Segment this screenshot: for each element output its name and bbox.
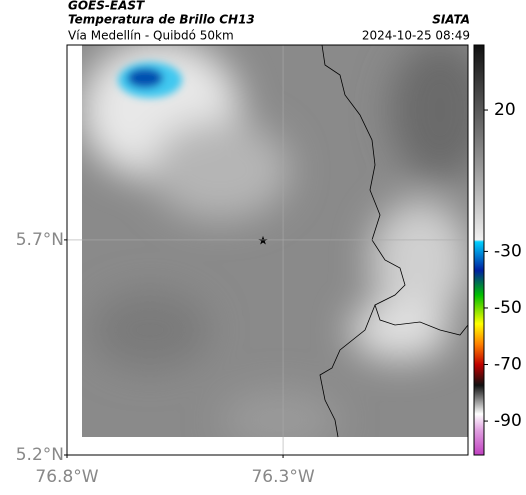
org: SIATA: [432, 13, 470, 27]
datetime: 2024-10-25 08:49: [362, 29, 470, 43]
colorbar-tick-label: -90: [494, 411, 522, 431]
x-tick-label: 76.8°W: [35, 467, 98, 487]
colorbar-tick-label: -30: [494, 241, 522, 261]
colorbar-tick-label: -50: [494, 298, 522, 318]
colorbar-tick-label: -70: [494, 355, 522, 375]
y-tick-label: 5.2°N: [16, 445, 64, 465]
boundaries: [319, 44, 469, 438]
colorbar: [473, 44, 485, 456]
location-marker: ★: [258, 234, 269, 248]
map-frame: [66, 44, 469, 456]
colorbar-tick-label: 20: [494, 100, 516, 120]
satellite-image: [82, 45, 468, 437]
source: GOES-EAST: [68, 0, 145, 13]
x-tick-label: 76.3°W: [251, 467, 314, 487]
subtitle: Vía Medellín - Quibdó 50km: [68, 29, 234, 43]
y-tick-label: 5.7°N: [16, 230, 64, 250]
title: Temperatura de Brillo CH13: [68, 13, 255, 27]
